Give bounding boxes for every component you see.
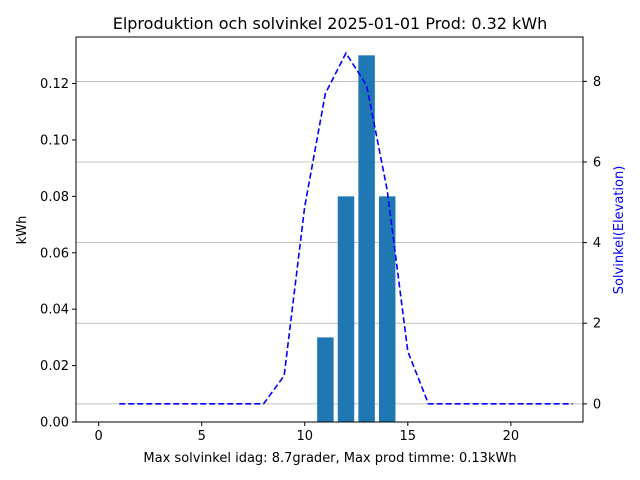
y-tick-label: 0.00: [40, 416, 69, 431]
plot-frame: [75, 36, 584, 423]
y-axis-left: 0.00 0.02 0.04 0.06 0.08 0.10 0.12: [40, 77, 76, 431]
x-tick-label: 15: [400, 429, 417, 444]
bar-11: [317, 337, 334, 422]
series-line-0: [119, 51, 573, 405]
bar-13: [358, 55, 375, 422]
bars: [317, 55, 396, 422]
bar-12: [337, 196, 355, 422]
y-axis-label: kWh: [15, 216, 30, 245]
x-tick-label: 5: [198, 429, 206, 444]
x-tick-label: 10: [296, 429, 313, 444]
x-tick-label: 0: [95, 429, 103, 444]
y2-tick-label: 6: [593, 155, 601, 170]
y-tick-label: 0.02: [40, 359, 69, 374]
y-axis-right: 0 2 4 6 8: [583, 75, 601, 412]
elevation-line: [119, 51, 573, 405]
x-tick-label: 20: [503, 429, 520, 444]
y-axis-right-label: Solvinkel(Elevation): [612, 166, 627, 295]
chart-title: Elproduktion och solvinkel 2025-01-01 Pr…: [113, 14, 548, 33]
y2-tick-label: 2: [593, 317, 601, 332]
y2-tick-label: 0: [593, 397, 601, 412]
bar-14: [378, 196, 396, 422]
y2-tick-label: 4: [593, 236, 601, 251]
y-tick-label: 0.04: [40, 303, 69, 318]
y-tick-label: 0.06: [40, 246, 69, 261]
y-tick-label: 0.08: [40, 190, 69, 205]
x-axis-label: Max solvinkel idag: 8.7grader, Max prod …: [143, 451, 516, 466]
y2-tick-label: 8: [593, 75, 601, 90]
y-tick-label: 0.12: [40, 77, 69, 92]
y-tick-label: 0.10: [40, 133, 69, 148]
x-axis: 0 5 10 15 20: [95, 422, 520, 444]
